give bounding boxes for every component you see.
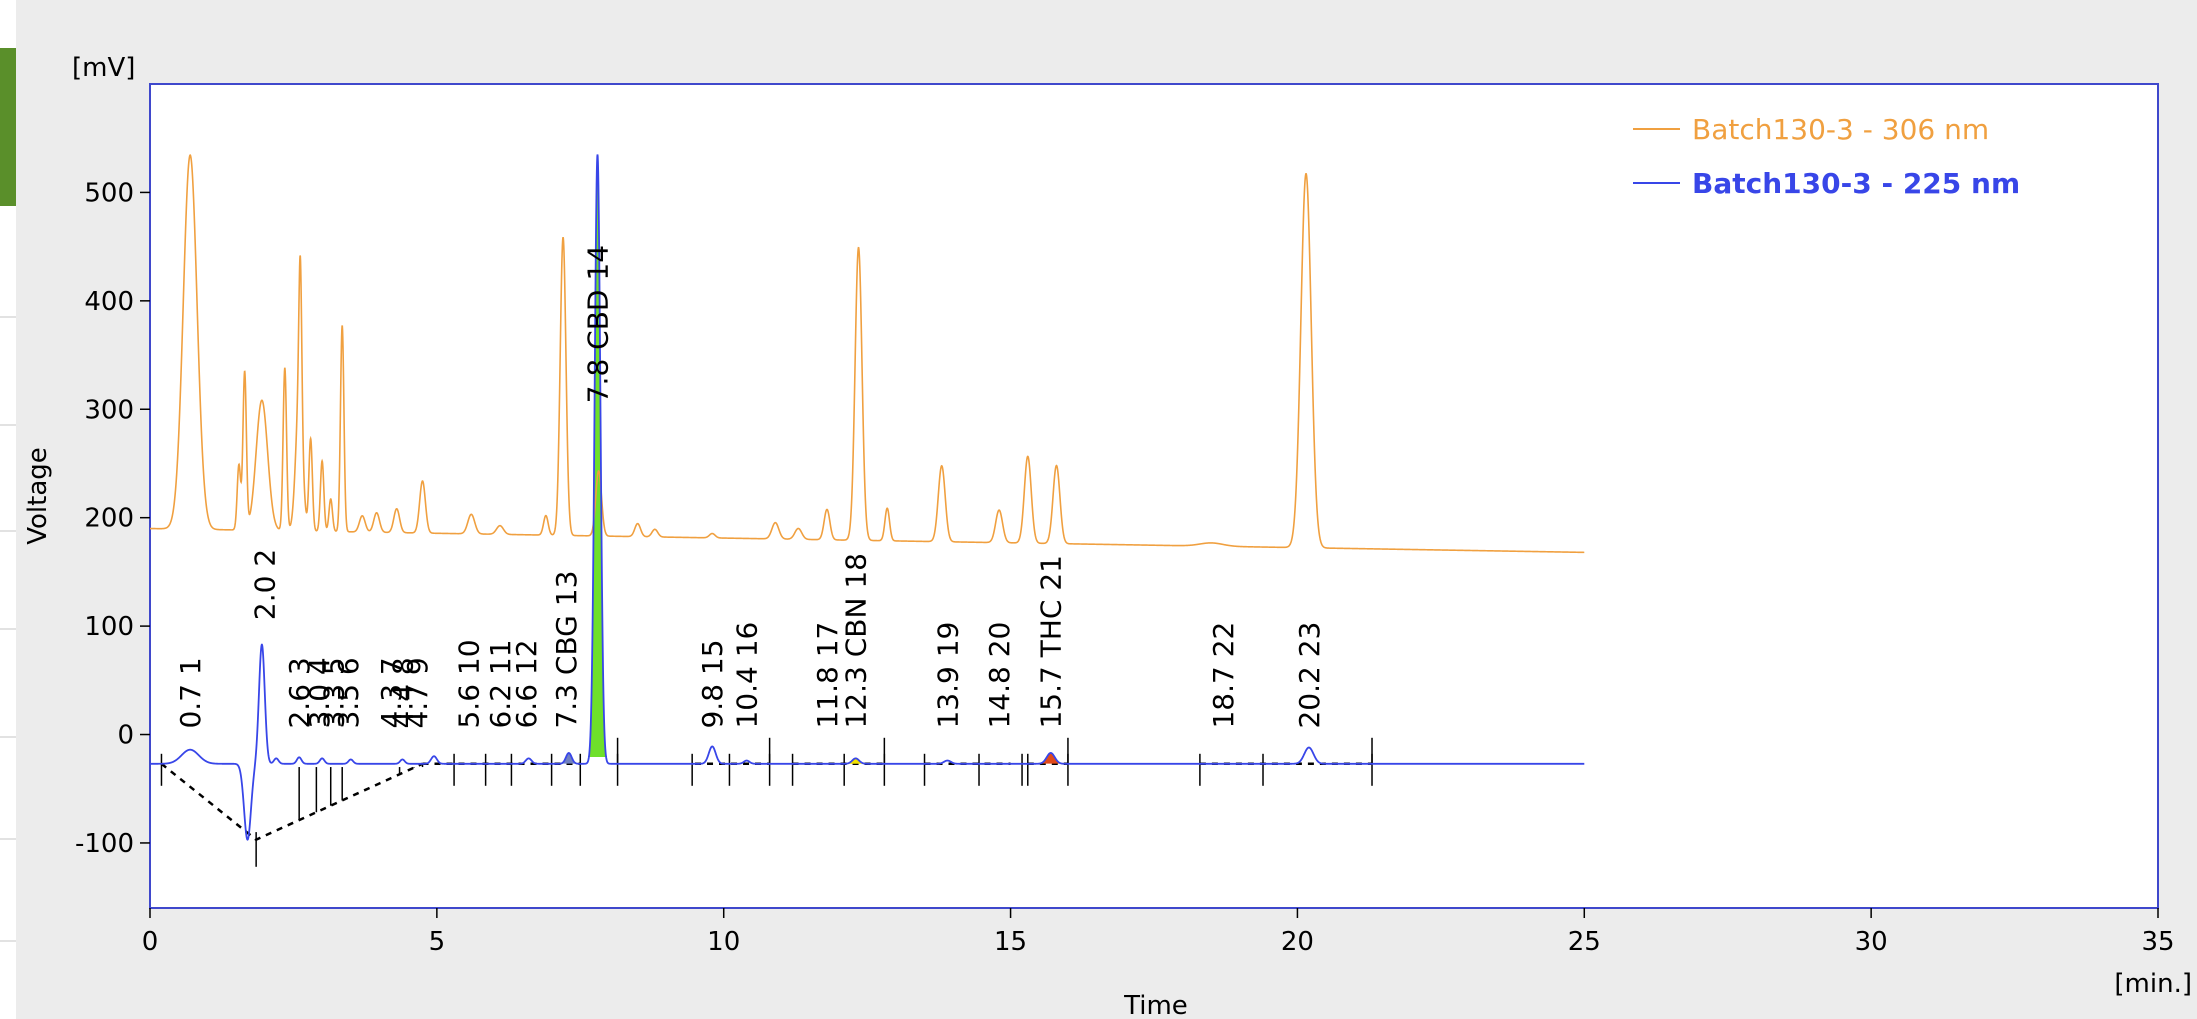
chromatogram-chart: 0 5 10 15 20 25 30 35 -100 0 100 200 300 400 500 [mV] [m… — [23, 53, 2192, 1019]
y-tick-label: 100 — [84, 612, 134, 642]
x-tick-label: 25 — [1568, 927, 1601, 957]
peak-retention-label: 3.3 5 — [318, 657, 351, 728]
peak-retention-label: 6.2 11 — [484, 639, 517, 728]
x-tick-label: 0 — [142, 927, 159, 957]
y-tick-label: 200 — [84, 504, 134, 534]
peak-retention-label: 3.5 6 — [332, 657, 365, 728]
sidebar-green-tab[interactable] — [0, 48, 16, 206]
peak-retention-label: 13.9 19 — [931, 622, 964, 729]
sidebar-divider — [0, 530, 16, 532]
x-tick-label: 10 — [707, 927, 740, 957]
legend-entry-label: Batch130-3 - 306 nm — [1692, 113, 1989, 146]
peak-retention-label: 4.3 7 — [375, 657, 408, 728]
peak-retention-label: 0.7 1 — [174, 657, 207, 728]
peak-retention-label: 6.6 12 — [510, 639, 543, 728]
sidebar-divider — [0, 736, 16, 738]
peak-retention-label: 9.8 15 — [696, 639, 729, 728]
sidebar-divider — [0, 940, 16, 942]
peak-retention-label: 20.2 23 — [1293, 622, 1326, 729]
sidebar-divider — [0, 838, 16, 840]
series-306nm-line — [150, 154, 1585, 554]
x-tick-label: 20 — [1281, 927, 1314, 957]
peak-retention-label: 14.8 20 — [983, 622, 1016, 729]
x-unit-label: [min.] — [2114, 969, 2192, 999]
x-tick-label: 35 — [2141, 927, 2174, 957]
x-axis-title: Time — [1123, 991, 1188, 1019]
peak-retention-label: 10.4 16 — [731, 622, 764, 729]
x-tick-label: 15 — [994, 927, 1027, 957]
y-tick-label: 300 — [84, 395, 134, 425]
peak-retention-label: 12.3 CBN 18 — [840, 553, 873, 728]
peak-retention-label: 4.4 8 — [386, 657, 419, 728]
peak-retention-label: 18.7 22 — [1207, 622, 1240, 729]
sidebar-divider — [0, 628, 16, 630]
peak-retention-label: 5.6 10 — [452, 639, 485, 728]
x-tick-label: 5 — [429, 927, 446, 957]
peak-retention-label: 3.0 4 — [303, 657, 336, 728]
chromatogram-panel: 0 5 10 15 20 25 30 35 -100 0 100 200 300 400 500 [mV] [m… — [16, 14, 2197, 1019]
peak-retention-label: 2.0 2 — [249, 549, 282, 620]
peak-retention-label: 2.6 3 — [283, 657, 316, 728]
y-tick-label: -100 — [75, 829, 134, 859]
y-unit-label: [mV] — [72, 53, 135, 83]
y-tick-label: 500 — [84, 178, 134, 208]
y-tick-label: 400 — [84, 287, 134, 317]
peak-retention-label: 7.3 CBG 13 — [550, 571, 583, 729]
y-axis-title: Voltage — [23, 447, 53, 545]
left-sidebar-strip — [0, 0, 16, 1019]
series-225nm-line — [150, 154, 1585, 841]
sidebar-divider — [0, 316, 16, 318]
peak-retention-label: 11.8 17 — [811, 622, 844, 729]
legend-entry-label: Batch130-3 - 225 nm — [1692, 167, 2020, 200]
x-tick-label: 30 — [1855, 927, 1888, 957]
y-tick-label: 0 — [117, 721, 134, 751]
peak-retention-label: 4.7 9 — [401, 657, 434, 728]
sidebar-divider — [0, 424, 16, 426]
plot-area — [149, 83, 2159, 909]
peak-retention-label: 7.8 CBD 14 — [581, 245, 614, 403]
peak-retention-label: 15.7 THC 21 — [1035, 555, 1068, 728]
